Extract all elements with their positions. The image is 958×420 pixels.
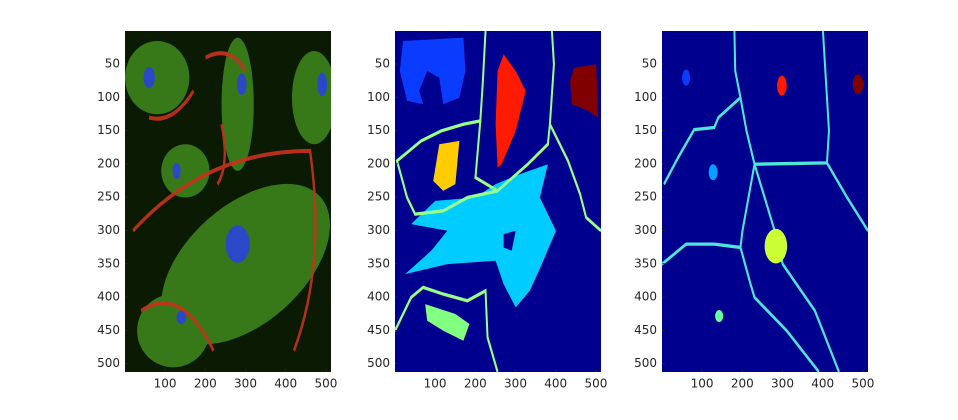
x-tick-label: 200 — [194, 377, 217, 391]
x-tick-label: 100 — [154, 377, 177, 391]
image-3 — [662, 31, 868, 372]
y-tick-label: 150 — [634, 123, 657, 137]
x-tick-label: 400 — [544, 377, 567, 391]
image-2 — [395, 31, 601, 372]
y-tick-label: 400 — [367, 290, 390, 304]
x-tick-label: 100 — [424, 377, 447, 391]
y-tick-label: 100 — [97, 90, 120, 104]
x-tick-label: 300 — [771, 377, 794, 391]
y-tick-label: 250 — [97, 190, 120, 204]
x-tick-label: 400 — [274, 377, 297, 391]
y-tick-label: 300 — [97, 223, 120, 237]
y-tick-label: 200 — [367, 156, 390, 170]
y-tick-label: 250 — [367, 190, 390, 204]
image-1 — [125, 31, 331, 372]
y-tick-label: 100 — [634, 90, 657, 104]
y-tick-label: 300 — [367, 223, 390, 237]
x-tick-label: 500 — [852, 377, 875, 391]
y-tick-label: 250 — [634, 190, 657, 204]
x-tick-label: 400 — [811, 377, 834, 391]
y-tick-label: 400 — [634, 290, 657, 304]
y-tick-label: 200 — [634, 156, 657, 170]
y-tick-label: 350 — [367, 256, 390, 270]
y-tick-label: 150 — [367, 123, 390, 137]
y-tick-label: 350 — [634, 256, 657, 270]
x-tick-label: 500 — [585, 377, 608, 391]
x-tick-label: 200 — [731, 377, 754, 391]
y-tick-label: 450 — [367, 323, 390, 337]
y-tick-label: 500 — [634, 356, 657, 370]
x-tick-label: 300 — [504, 377, 527, 391]
y-tick-label: 350 — [97, 256, 120, 270]
y-tick-label: 100 — [367, 90, 390, 104]
y-tick-label: 50 — [642, 56, 657, 70]
y-tick-label: 200 — [97, 156, 120, 170]
x-tick-label: 100 — [691, 377, 714, 391]
y-tick-label: 450 — [634, 323, 657, 337]
y-tick-label: 500 — [97, 356, 120, 370]
y-tick-label: 150 — [97, 123, 120, 137]
x-tick-label: 200 — [464, 377, 487, 391]
y-tick-label: 50 — [105, 56, 120, 70]
y-tick-label: 300 — [634, 223, 657, 237]
y-tick-label: 500 — [367, 356, 390, 370]
x-tick-label: 300 — [234, 377, 257, 391]
y-tick-label: 450 — [97, 323, 120, 337]
y-tick-label: 50 — [375, 56, 390, 70]
y-tick-label: 400 — [97, 290, 120, 304]
x-tick-label: 500 — [315, 377, 338, 391]
